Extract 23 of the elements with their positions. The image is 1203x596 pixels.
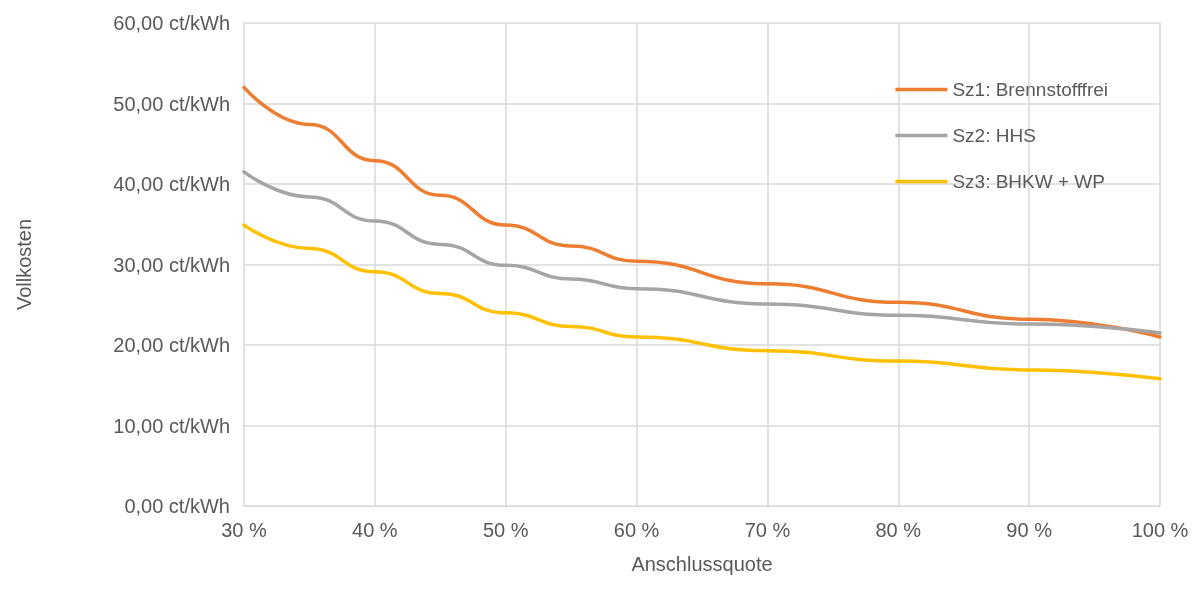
x-tick-label: 40 % [352, 519, 398, 541]
legend-label: Sz3: BHKW + WP [952, 171, 1105, 192]
x-tick-label: 100 % [1131, 519, 1189, 541]
x-tick-label: 50 % [482, 519, 529, 541]
x-tick-label: 80 % [875, 519, 922, 541]
x-tick-label: 30 % [221, 519, 268, 541]
y-tick-label: 60,00 ct/kWh [113, 12, 230, 34]
line-series [242, 170, 1162, 335]
x-axis-title: Anschlussquote [631, 553, 773, 575]
y-tick-label: 50,00 ct/kWh [113, 92, 230, 115]
legend-label: Sz1: Brennstofffrei [952, 79, 1108, 100]
y-tick-label: 30,00 ct/kWh [113, 253, 230, 276]
x-tick-label: 90 % [1006, 519, 1053, 541]
x-tick-label: 70 % [744, 519, 791, 541]
x-tick-label: 60 % [613, 519, 660, 541]
y-tick-label: 20,00 ct/kWh [113, 334, 230, 356]
y-tick-label: 40,00 ct/kWh [113, 173, 230, 195]
line-series [242, 223, 1162, 381]
y-tick-label: 10,00 ct/kWh [113, 414, 230, 437]
y-tick-label: 0,00 ct/kWh [124, 495, 230, 517]
y-axis-title: Vollkosten [13, 218, 35, 311]
legend-label: Sz2: HHS [952, 125, 1036, 146]
line-series [242, 85, 1162, 339]
